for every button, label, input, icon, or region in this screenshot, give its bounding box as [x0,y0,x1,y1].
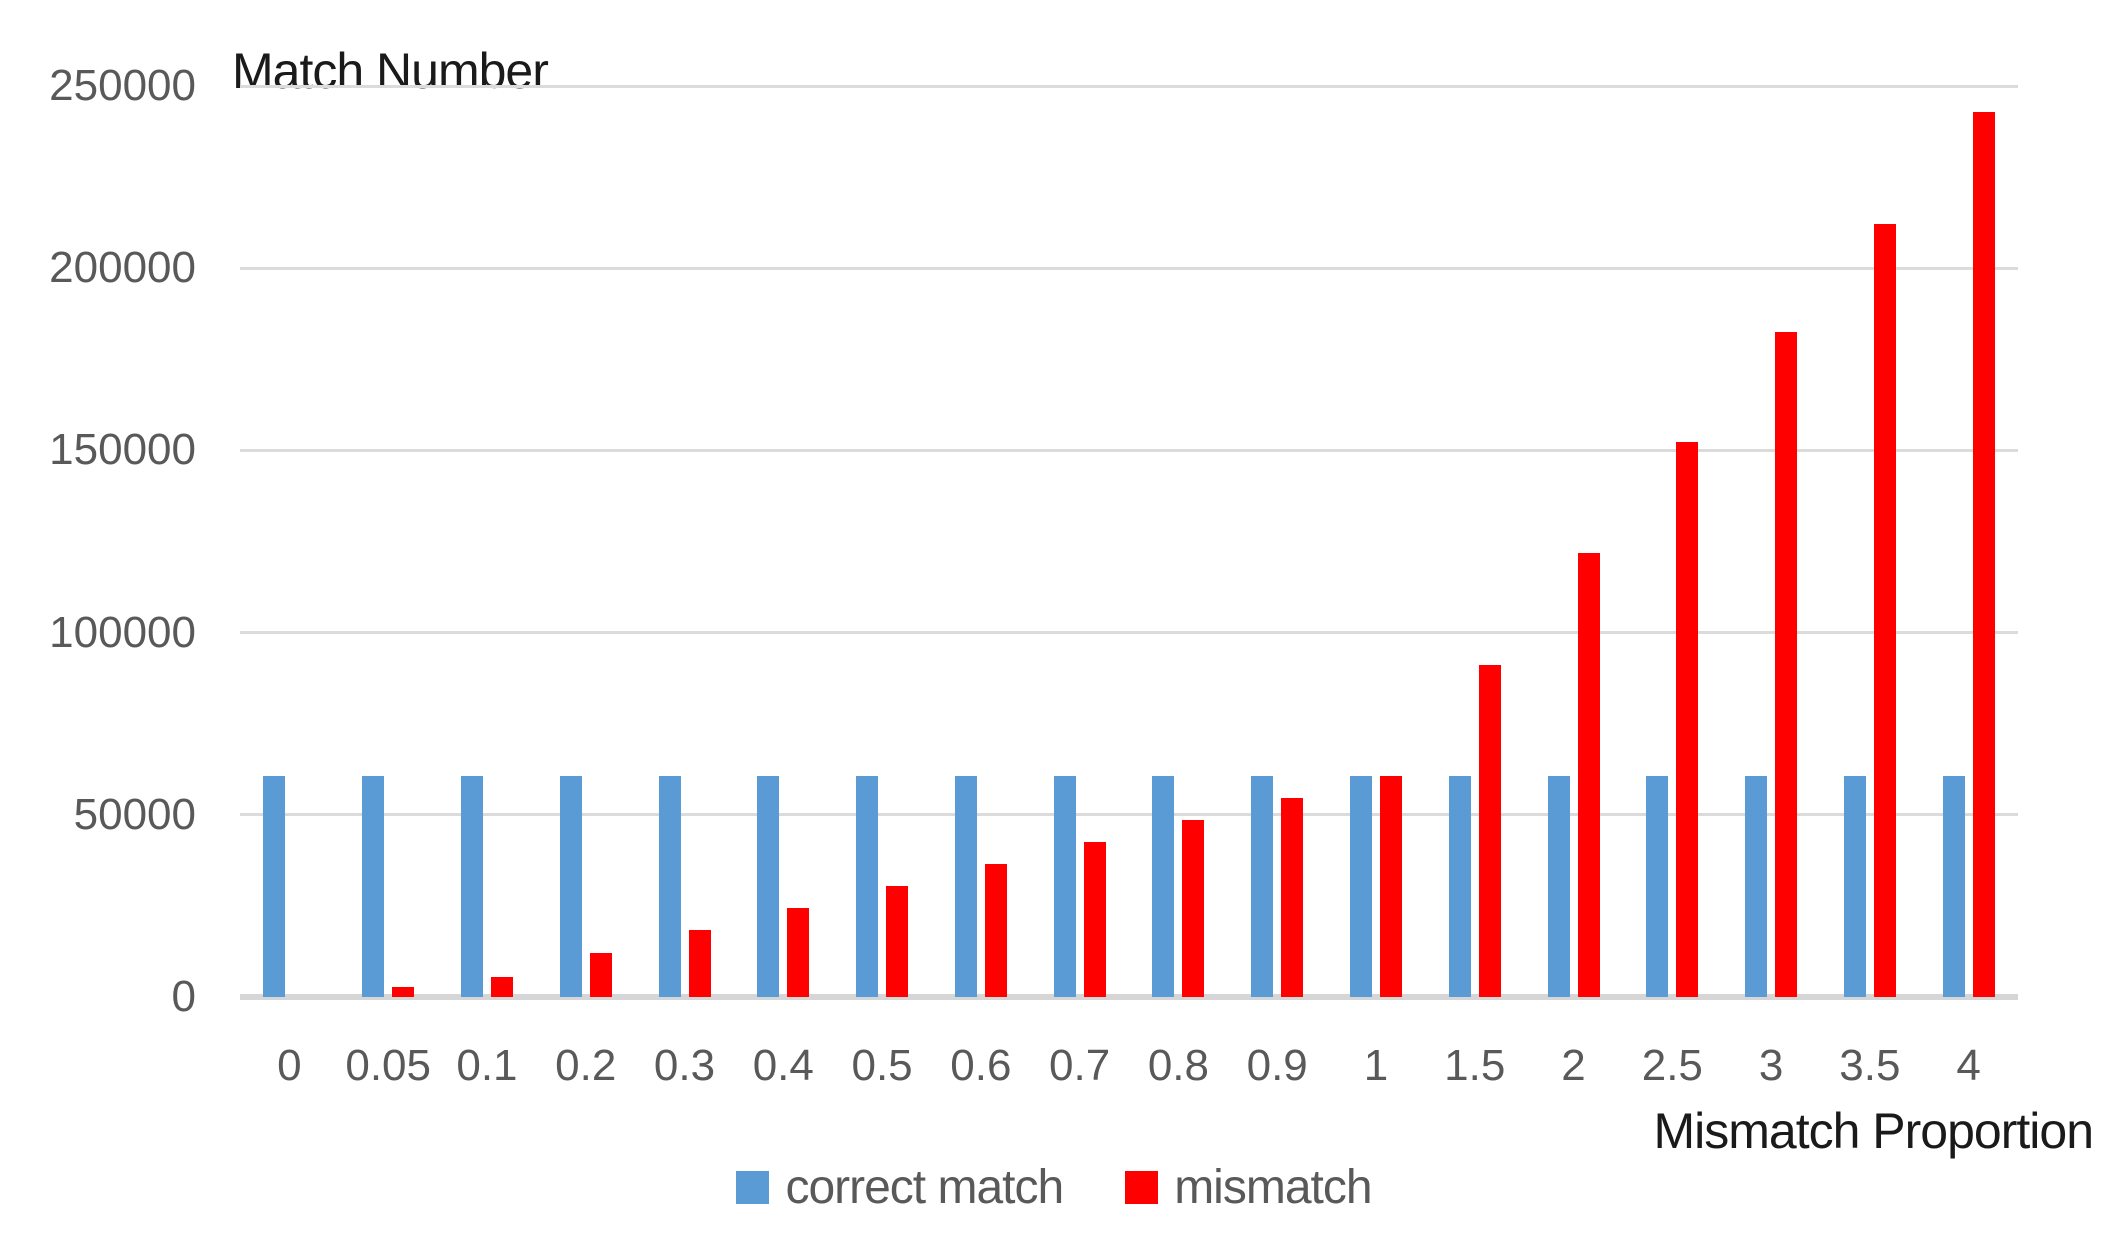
bar-mismatch-0.7 [1083,842,1106,997]
bar-group-0.4 [734,86,833,997]
bar-mismatch-2.5 [1676,442,1699,997]
x-tick-label-0.05: 0.05 [345,1041,431,1090]
bar-correct-match-0.1 [460,775,483,997]
bar-mismatch-0.4 [787,907,810,997]
x-tick-label-1.5: 1.5 [1444,1041,1506,1090]
bar-correct-match-4 [1942,775,1965,997]
bar-group-1.5 [1425,86,1524,997]
gridline-100000 [240,631,2018,635]
x-tick-label-3: 3 [1758,1041,1784,1090]
bar-mismatch-0.2 [589,952,612,997]
bar-correct-match-0.7 [1053,775,1076,997]
bar-group-4 [1919,86,2018,997]
plot-area [240,84,2018,1000]
bar-group-2.5 [1623,86,1722,997]
gridline-250000 [240,84,2018,88]
x-tick-label-4: 4 [1956,1041,1981,1090]
bar-mismatch-0.5 [886,885,909,997]
x-axis-title: Mismatch Proportion [1653,1103,2094,1159]
bar-correct-match-0.9 [1251,775,1274,997]
bar-mismatch-1.5 [1478,665,1501,997]
bar-group-0.2 [536,86,635,997]
bar-mismatch-2 [1577,553,1600,997]
gridline-50000 [240,813,2018,817]
bar-correct-match-3 [1745,775,1768,997]
gridline-150000 [240,448,2018,452]
bar-correct-match-0.8 [1152,775,1175,997]
bar-mismatch-3.5 [1873,223,1896,997]
bar-group-0.1 [438,86,537,997]
bar-correct-match-0.6 [954,775,977,997]
bar-group-0.6 [931,86,1030,997]
legend-item-correct-match: correct match [736,1160,1064,1215]
x-tick-label-0.5: 0.5 [851,1041,913,1090]
x-tick-label-0.4: 0.4 [752,1041,814,1090]
y-tick-label-0: 0 [171,972,196,1021]
bar-mismatch-3 [1775,332,1798,997]
bar-correct-match-2.5 [1646,775,1669,997]
bar-mismatch-1 [1379,775,1402,997]
x-tick-label-0.3: 0.3 [653,1041,716,1090]
x-tick-label-3.5: 3.5 [1839,1041,1901,1090]
y-tick-label-100000: 100000 [49,607,196,657]
bar-series [240,86,2018,997]
x-tick-label-1: 1 [1363,1041,1389,1090]
x-tick-label-0.2: 0.2 [555,1041,617,1090]
x-tick-label-0.7: 0.7 [1049,1041,1111,1090]
x-tick-label-2.5: 2.5 [1641,1041,1703,1090]
gridline-200000 [240,266,2018,270]
bar-mismatch-0.05 [392,987,415,997]
bar-mismatch-0.1 [490,976,513,997]
x-tick-label-0.1: 0.1 [456,1041,518,1090]
y-axis-title: Match Number [232,43,549,99]
bar-group-0.3 [635,86,734,997]
y-tick-label-150000: 150000 [49,425,196,475]
bar-correct-match-0.3 [658,775,681,997]
bar-correct-match-3.5 [1843,775,1866,997]
bar-correct-match-0 [263,775,286,997]
x-axis-tick-labels: 0 0.05 0.1 0.2 0.3 0.4 0.5 0.6 0.7 0.8 0.9 1 1.5 2 2.5… [240,1036,2018,1096]
bar-mismatch-0.6 [984,864,1007,997]
x-tick-label-0.9: 0.9 [1246,1041,1308,1090]
bar-group-3 [1722,86,1821,997]
bar-group-0.05 [339,86,438,997]
bar-mismatch-0.9 [1281,798,1304,997]
y-tick-label-200000: 200000 [49,243,196,293]
legend: correct match mismatch [0,1160,2108,1215]
bar-correct-match-1.5 [1448,775,1471,997]
bar-mismatch-4 [1972,111,1995,997]
bar-group-0.9 [1228,86,1327,997]
bar-mismatch-0.8 [1182,820,1205,997]
x-axis-line [240,994,2018,1000]
legend-swatch-correct-match [736,1171,770,1204]
bar-correct-match-0.2 [559,775,582,997]
bar-correct-match-0.4 [757,775,780,997]
bar-group-3.5 [1821,86,1920,997]
bar-group-0.5 [833,86,932,997]
y-tick-label-50000: 50000 [73,789,196,839]
x-tick-label-2: 2 [1561,1041,1586,1090]
bar-group-0.7 [1030,86,1129,997]
x-tick-label-0.8: 0.8 [1147,1041,1209,1090]
x-tick-label-0: 0 [277,1041,302,1090]
bar-group-0 [240,86,339,997]
bar-correct-match-2 [1547,775,1570,997]
legend-label-correct-match: correct match [785,1161,1064,1214]
y-tick-label-250000: 250000 [49,61,196,110]
bar-group-1 [1327,86,1426,997]
legend-swatch-mismatch [1125,1171,1159,1204]
bar-correct-match-0.05 [362,775,385,997]
legend-item-mismatch: mismatch [1125,1160,1373,1215]
bar-correct-match-0.5 [856,775,879,997]
x-tick-label-0.6: 0.6 [950,1041,1012,1090]
legend-label-mismatch: mismatch [1174,1161,1372,1214]
bar-group-0.8 [1129,86,1228,997]
bar-correct-match-1 [1349,775,1372,997]
bar-group-2 [1524,86,1623,997]
bar-mismatch-0.3 [688,929,711,997]
